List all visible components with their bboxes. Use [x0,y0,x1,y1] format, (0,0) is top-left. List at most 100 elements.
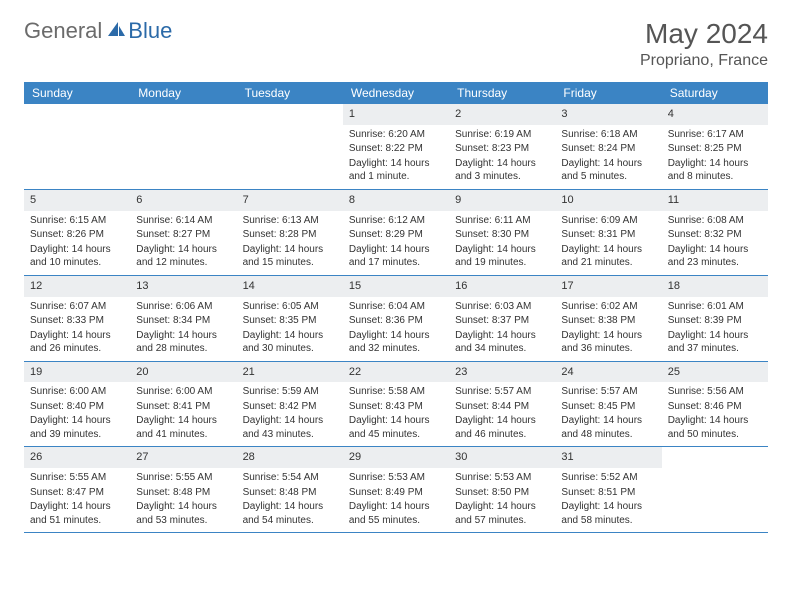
day-cell [662,447,768,532]
daylight-text: Daylight: 14 hours and 45 minutes. [349,414,443,441]
daylight-text: Daylight: 14 hours and 28 minutes. [136,329,230,356]
sunset-text: Sunset: 8:51 PM [561,486,655,500]
day-number: 28 [237,447,343,468]
sunrise-text: Sunrise: 6:15 AM [30,214,124,228]
sunrise-text: Sunrise: 6:14 AM [136,214,230,228]
sunrise-text: Sunrise: 6:09 AM [561,214,655,228]
week-row: 5Sunrise: 6:15 AMSunset: 8:26 PMDaylight… [24,190,768,276]
day-info: Sunrise: 5:52 AMSunset: 8:51 PMDaylight:… [555,471,661,532]
day-cell: 18Sunrise: 6:01 AMSunset: 8:39 PMDayligh… [662,276,768,361]
sunrise-text: Sunrise: 6:18 AM [561,128,655,142]
sunrise-text: Sunrise: 6:06 AM [136,300,230,314]
daylight-text: Daylight: 14 hours and 19 minutes. [455,243,549,270]
day-cell: 26 Sunrise: 5:55 AMSunset: 8:47 PMDayligh… [24,447,130,532]
day-number: 2 [449,104,555,125]
daylight-text: Daylight: 14 hours and 3 minutes. [455,157,549,184]
sunset-text: Sunset: 8:28 PM [243,228,337,242]
sunset-text: Sunset: 8:40 PM [30,400,124,414]
sunset-text: Sunset: 8:25 PM [668,142,762,156]
sunset-text: Sunset: 8:46 PM [668,400,762,414]
sunset-text: Sunset: 8:31 PM [561,228,655,242]
sunset-text: Sunset: 8:24 PM [561,142,655,156]
day-info: Sunrise: 6:00 AMSunset: 8:41 PMDaylight:… [130,385,236,446]
sunrise-text: Sunrise: 5:54 AM [243,471,337,485]
day-cell: 5Sunrise: 6:15 AMSunset: 8:26 PMDaylight… [24,190,130,275]
day-cell: 19 Sunrise: 6:00 AMSunset: 8:40 PMDayligh… [24,362,130,447]
day-number [24,104,130,110]
week-row: 26 Sunrise: 5:55 AMSunset: 8:47 PMDayligh… [24,447,768,533]
day-header: Saturday [662,82,768,104]
sunset-text: Sunset: 8:33 PM [30,314,124,328]
day-number: 9 [449,190,555,211]
day-info: Sunrise: 6:07 AMSunset: 8:33 PMDaylight:… [24,300,130,361]
day-number: 30 [449,447,555,468]
day-number: 26 [24,447,130,468]
day-cell: 28 Sunrise: 5:54 AMSunset: 8:48 PMDayligh… [237,447,343,532]
day-cell: 13Sunrise: 6:06 AMSunset: 8:34 PMDayligh… [130,276,236,361]
day-number [662,447,768,453]
month-title: May 2024 [640,18,768,50]
day-cell [130,104,236,189]
week-row: 19Sunrise: 6:00 AMSunset: 8:40 PMDayligh… [24,362,768,448]
day-cell: 9Sunrise: 6:11 AMSunset: 8:30 PMDaylight… [449,190,555,275]
sunrise-text: Sunrise: 6:02 AM [561,300,655,314]
day-cell: 12Sunrise: 6:07 AMSunset: 8:33 PMDayligh… [24,276,130,361]
sunrise-text: Sunrise: 6:00 AM [30,385,124,399]
day-number: 14 [237,276,343,297]
sunset-text: Sunset: 8:38 PM [561,314,655,328]
day-number: 15 [343,276,449,297]
daylight-text: Daylight: 14 hours and 36 minutes. [561,329,655,356]
daylight-text: Daylight: 14 hours and 53 minutes. [136,500,230,527]
sunrise-text: Sunrise: 6:01 AM [668,300,762,314]
day-number: 23 [449,362,555,383]
sunrise-text: Sunrise: 6:08 AM [668,214,762,228]
daylight-text: Daylight: 14 hours and 54 minutes. [243,500,337,527]
day-cell: 17Sunrise: 6:02 AMSunset: 8:38 PMDayligh… [555,276,661,361]
location: Propriano, France [640,52,768,70]
daylight-text: Daylight: 14 hours and 12 minutes. [136,243,230,270]
sunrise-text: Sunrise: 6:00 AM [136,385,230,399]
day-cell: 7Sunrise: 6:13 AMSunset: 8:28 PMDaylight… [237,190,343,275]
day-info: Sunrise: 6:20 AMSunset: 8:22 PMDaylight:… [343,128,449,189]
day-info: Sunrise: 6:09 AMSunset: 8:31 PMDaylight:… [555,214,661,275]
sunrise-text: Sunrise: 6:04 AM [349,300,443,314]
day-header-row: Sunday Monday Tuesday Wednesday Thursday… [24,82,768,104]
daylight-text: Daylight: 14 hours and 51 minutes. [30,500,124,527]
daylight-text: Daylight: 14 hours and 21 minutes. [561,243,655,270]
sunset-text: Sunset: 8:42 PM [243,400,337,414]
day-cell: 1Sunrise: 6:20 AMSunset: 8:22 PMDaylight… [343,104,449,189]
daylight-text: Daylight: 14 hours and 23 minutes. [668,243,762,270]
day-info: Sunrise: 6:13 AMSunset: 8:28 PMDaylight:… [237,214,343,275]
daylight-text: Daylight: 14 hours and 10 minutes. [30,243,124,270]
day-header: Friday [555,82,661,104]
day-number: 19 [24,362,130,383]
day-cell: 8Sunrise: 6:12 AMSunset: 8:29 PMDaylight… [343,190,449,275]
daylight-text: Daylight: 14 hours and 39 minutes. [30,414,124,441]
week-row: 12Sunrise: 6:07 AMSunset: 8:33 PMDayligh… [24,276,768,362]
day-info: Sunrise: 5:53 AMSunset: 8:49 PMDaylight:… [343,471,449,532]
day-cell: 22Sunrise: 5:58 AMSunset: 8:43 PMDayligh… [343,362,449,447]
daylight-text: Daylight: 14 hours and 48 minutes. [561,414,655,441]
sunrise-text: Sunrise: 5:56 AM [668,385,762,399]
sunset-text: Sunset: 8:27 PM [136,228,230,242]
sunset-text: Sunset: 8:41 PM [136,400,230,414]
logo: General Blue [24,18,172,44]
day-cell: 31Sunrise: 5:52 AMSunset: 8:51 PMDayligh… [555,447,661,532]
day-cell [237,104,343,189]
logo-word2: Blue [128,18,172,44]
day-info: Sunrise: 5:53 AMSunset: 8:50 PMDaylight:… [449,471,555,532]
sunrise-text: Sunrise: 6:17 AM [668,128,762,142]
sunset-text: Sunset: 8:48 PM [136,486,230,500]
daylight-text: Daylight: 14 hours and 17 minutes. [349,243,443,270]
daylight-text: Daylight: 14 hours and 15 minutes. [243,243,337,270]
day-number: 21 [237,362,343,383]
day-info: Sunrise: 6:14 AMSunset: 8:27 PMDaylight:… [130,214,236,275]
daylight-text: Daylight: 14 hours and 5 minutes. [561,157,655,184]
day-info: Sunrise: 6:02 AMSunset: 8:38 PMDaylight:… [555,300,661,361]
day-header: Sunday [24,82,130,104]
daylight-text: Daylight: 14 hours and 34 minutes. [455,329,549,356]
day-info: Sunrise: 5:55 AMSunset: 8:47 PMDaylight:… [24,471,130,532]
sunset-text: Sunset: 8:48 PM [243,486,337,500]
day-info: Sunrise: 6:12 AMSunset: 8:29 PMDaylight:… [343,214,449,275]
day-header: Tuesday [237,82,343,104]
